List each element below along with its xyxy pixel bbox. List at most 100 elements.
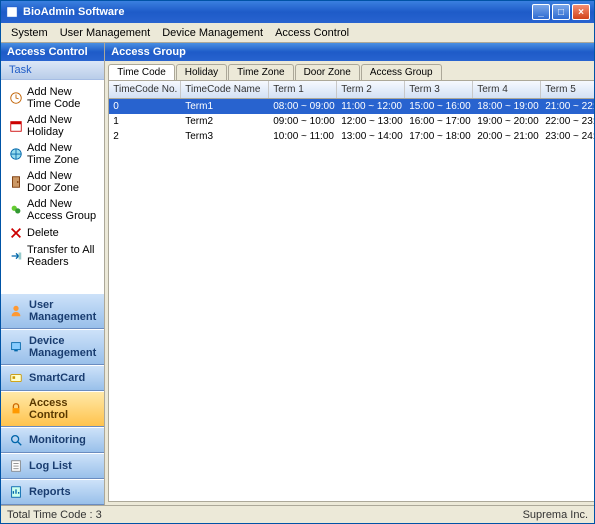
nav-user-management[interactable]: User Management [1,293,104,329]
cell: 08:00 ~ 09:00 [269,99,337,114]
app-icon [5,5,19,19]
column-header[interactable]: TimeCode No. [109,81,181,98]
group-icon [9,203,23,217]
nav-label: SmartCard [29,372,85,384]
maximize-button[interactable]: □ [552,4,570,20]
table-row[interactable]: 1 Term2 09:00 ~ 10:00 12:00 ~ 13:00 16:0… [109,114,594,129]
nav-access-control[interactable]: Access Control [1,391,104,427]
task-add-time-zone[interactable]: Add New Time Zone [1,140,104,168]
minimize-button[interactable]: _ [532,4,550,20]
column-header[interactable]: Term 5 [541,81,594,98]
nav-label: Reports [29,486,71,498]
cell: 20:00 ~ 21:00 [473,129,541,144]
tab-strip: Time Code Holiday Time Zone Door Zone Ac… [105,61,594,80]
cell: Term2 [181,114,269,129]
titlebar: BioAdmin Software _ □ × [1,1,594,23]
cell: Term1 [181,99,269,114]
globe-icon [9,147,23,161]
cell: 1 [109,114,181,129]
monitor-icon [9,433,23,447]
column-header[interactable]: Term 4 [473,81,541,98]
transfer-icon [9,249,23,263]
nav-label: User Management [29,299,96,323]
task-list: Add New Time Code Add New Holiday Add Ne… [1,80,104,293]
door-icon [9,175,23,189]
status-right: Suprema Inc. [523,509,588,521]
tab-holiday[interactable]: Holiday [176,64,227,80]
task-label: Delete [27,227,59,239]
nav-label: Access Control [29,397,96,421]
user-icon [9,304,23,318]
card-icon [9,371,23,385]
cell: 12:00 ~ 13:00 [337,114,405,129]
table: TimeCode No. TimeCode Name Term 1 Term 2… [108,80,594,502]
right-panel-header: Access Group [105,43,594,61]
cell: 17:00 ~ 18:00 [405,129,473,144]
table-row[interactable]: 2 Term3 10:00 ~ 11:00 13:00 ~ 14:00 17:0… [109,129,594,144]
app-window: BioAdmin Software _ □ × System User Mana… [0,0,595,524]
task-add-door-zone[interactable]: Add New Door Zone [1,168,104,196]
table-body: 0 Term1 08:00 ~ 09:00 11:00 ~ 12:00 15:0… [109,99,594,144]
report-icon [9,485,23,499]
menu-device-management[interactable]: Device Management [156,25,269,41]
right-panel: Access Group Time Code Holiday Time Zone… [105,43,594,505]
cell: 22:00 ~ 23:00 [541,114,594,129]
cell: 0 [109,99,181,114]
nav-smartcard[interactable]: SmartCard [1,365,104,391]
cell: 16:00 ~ 17:00 [405,114,473,129]
left-panel-header: Access Control [1,43,104,61]
cell: 10:00 ~ 11:00 [269,129,337,144]
close-button[interactable]: × [572,4,590,20]
nav-label: Log List [29,460,72,472]
cell: 18:00 ~ 19:00 [473,99,541,114]
task-label: Transfer to All Readers [27,244,96,268]
tab-time-zone[interactable]: Time Zone [228,64,293,80]
cell: 21:00 ~ 22:00 [541,99,594,114]
status-left: Total Time Code : 3 [7,509,102,521]
menu-system[interactable]: System [5,25,54,41]
task-add-holiday[interactable]: Add New Holiday [1,112,104,140]
column-header[interactable]: Term 2 [337,81,405,98]
table-row[interactable]: 0 Term1 08:00 ~ 09:00 11:00 ~ 12:00 15:0… [109,99,594,114]
cell: 11:00 ~ 12:00 [337,99,405,114]
nav-log-list[interactable]: Log List [1,453,104,479]
menubar: System User Management Device Management… [1,23,594,43]
task-label: Add New Door Zone [27,170,96,194]
cell: 09:00 ~ 10:00 [269,114,337,129]
column-header[interactable]: TimeCode Name [181,81,269,98]
calendar-icon [9,119,23,133]
nav-buttons: User Management Device Management SmartC… [1,293,104,505]
nav-device-management[interactable]: Device Management [1,329,104,365]
task-label: Add New Time Zone [27,142,96,166]
list-icon [9,459,23,473]
column-header[interactable]: Term 3 [405,81,473,98]
task-label: Add New Holiday [27,114,96,138]
task-add-time-code[interactable]: Add New Time Code [1,84,104,112]
clock-icon [9,91,23,105]
statusbar: Total Time Code : 3 Suprema Inc. [1,505,594,523]
task-header: Task [1,61,104,80]
menu-user-management[interactable]: User Management [54,25,157,41]
delete-icon [9,226,23,240]
cell: 15:00 ~ 16:00 [405,99,473,114]
menu-access-control[interactable]: Access Control [269,25,355,41]
task-transfer[interactable]: Transfer to All Readers [1,242,104,270]
tab-door-zone[interactable]: Door Zone [295,64,360,80]
cell: 2 [109,129,181,144]
device-icon [9,340,23,354]
nav-monitoring[interactable]: Monitoring [1,427,104,453]
cell: 13:00 ~ 14:00 [337,129,405,144]
cell: 23:00 ~ 24:00 [541,129,594,144]
tab-access-group[interactable]: Access Group [361,64,442,80]
task-label: Add New Time Code [27,86,96,110]
left-panel: Access Control Task Add New Time Code Ad… [1,43,105,505]
cell: 19:00 ~ 20:00 [473,114,541,129]
task-label: Add New Access Group [27,198,96,222]
task-delete[interactable]: Delete [1,224,104,242]
nav-reports[interactable]: Reports [1,479,104,505]
cell: Term3 [181,129,269,144]
content-area: Access Control Task Add New Time Code Ad… [1,43,594,505]
tab-time-code[interactable]: Time Code [108,64,175,80]
column-header[interactable]: Term 1 [269,81,337,98]
task-add-access-group[interactable]: Add New Access Group [1,196,104,224]
